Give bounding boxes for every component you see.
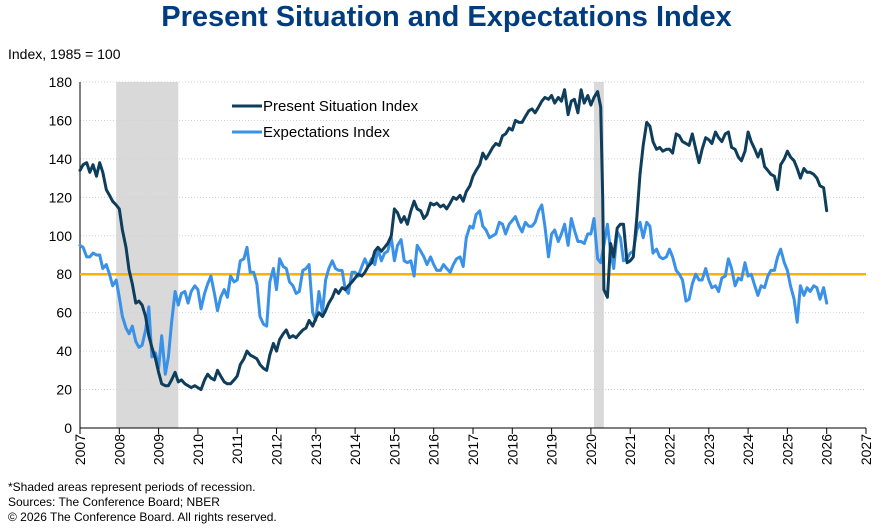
copyright-note: © 2026 The Conference Board. All rights … <box>8 510 277 524</box>
y-tick-label-20: 20 <box>56 382 72 398</box>
legend-label-expectations: Expectations Index <box>263 124 390 141</box>
x-tick-label-2013: 2013 <box>308 434 324 465</box>
x-tick-label-2014: 2014 <box>347 434 363 465</box>
x-tick-label-2018: 2018 <box>504 434 520 465</box>
x-tick-label-2027: 2027 <box>858 434 874 465</box>
series-line-expectations <box>78 203 829 376</box>
x-tick-label-2010: 2010 <box>190 434 206 465</box>
legend-label-present-situation: Present Situation Index <box>263 98 419 115</box>
sources-note: Sources: The Conference Board; NBER <box>8 495 220 509</box>
x-tick-label-2011: 2011 <box>229 434 245 464</box>
x-tick-label-2007: 2007 <box>72 434 88 465</box>
x-tick-label-2015: 2015 <box>386 434 402 465</box>
legend: Present Situation Index Expectations Inde… <box>232 98 419 141</box>
y-tick-label-80: 80 <box>56 266 72 282</box>
y-tick-label-180: 180 <box>49 74 73 90</box>
x-tick-label-2021: 2021 <box>622 434 638 465</box>
axes: 0 20 40 60 80 100 120 140 160 180 2007 2008 2009 2010… <box>49 74 874 465</box>
x-tick-label-2022: 2022 <box>662 434 678 465</box>
x-tick-label-2012: 2012 <box>269 434 285 465</box>
x-tick-label-2017: 2017 <box>465 434 481 465</box>
y-tick-label-100: 100 <box>49 228 73 244</box>
y-tick-label-40: 40 <box>56 343 72 359</box>
recession-band-2 <box>594 82 604 428</box>
y-axis-label: Index, 1985 = 100 <box>8 46 121 62</box>
series-group <box>78 88 829 392</box>
recession-note: *Shaded areas represent periods of reces… <box>8 480 256 494</box>
x-tick-label-2009: 2009 <box>151 434 167 465</box>
series-line-present-situation <box>78 88 829 392</box>
recession-band-1 <box>116 82 179 428</box>
chart-title: Present Situation and Expectations Index <box>161 1 732 33</box>
y-tick-label-160: 160 <box>49 112 73 128</box>
x-tick-label-2024: 2024 <box>740 434 756 465</box>
x-tick-label-2008: 2008 <box>111 434 127 465</box>
x-tick-label-2026: 2026 <box>819 434 835 465</box>
footnotes: *Shaded areas represent periods of reces… <box>8 480 277 525</box>
y-tick-label-0: 0 <box>64 420 72 436</box>
x-tick-label-2025: 2025 <box>779 434 795 465</box>
x-tick-label-2019: 2019 <box>544 434 560 465</box>
x-tick-label-2020: 2020 <box>583 434 599 465</box>
gridlines <box>80 81 866 391</box>
y-tick-label-60: 60 <box>56 305 72 321</box>
x-tick-label-2016: 2016 <box>426 434 442 465</box>
x-tick-label-2023: 2023 <box>701 434 717 465</box>
y-tick-label-120: 120 <box>49 189 73 205</box>
y-tick-label-140: 140 <box>49 151 73 167</box>
